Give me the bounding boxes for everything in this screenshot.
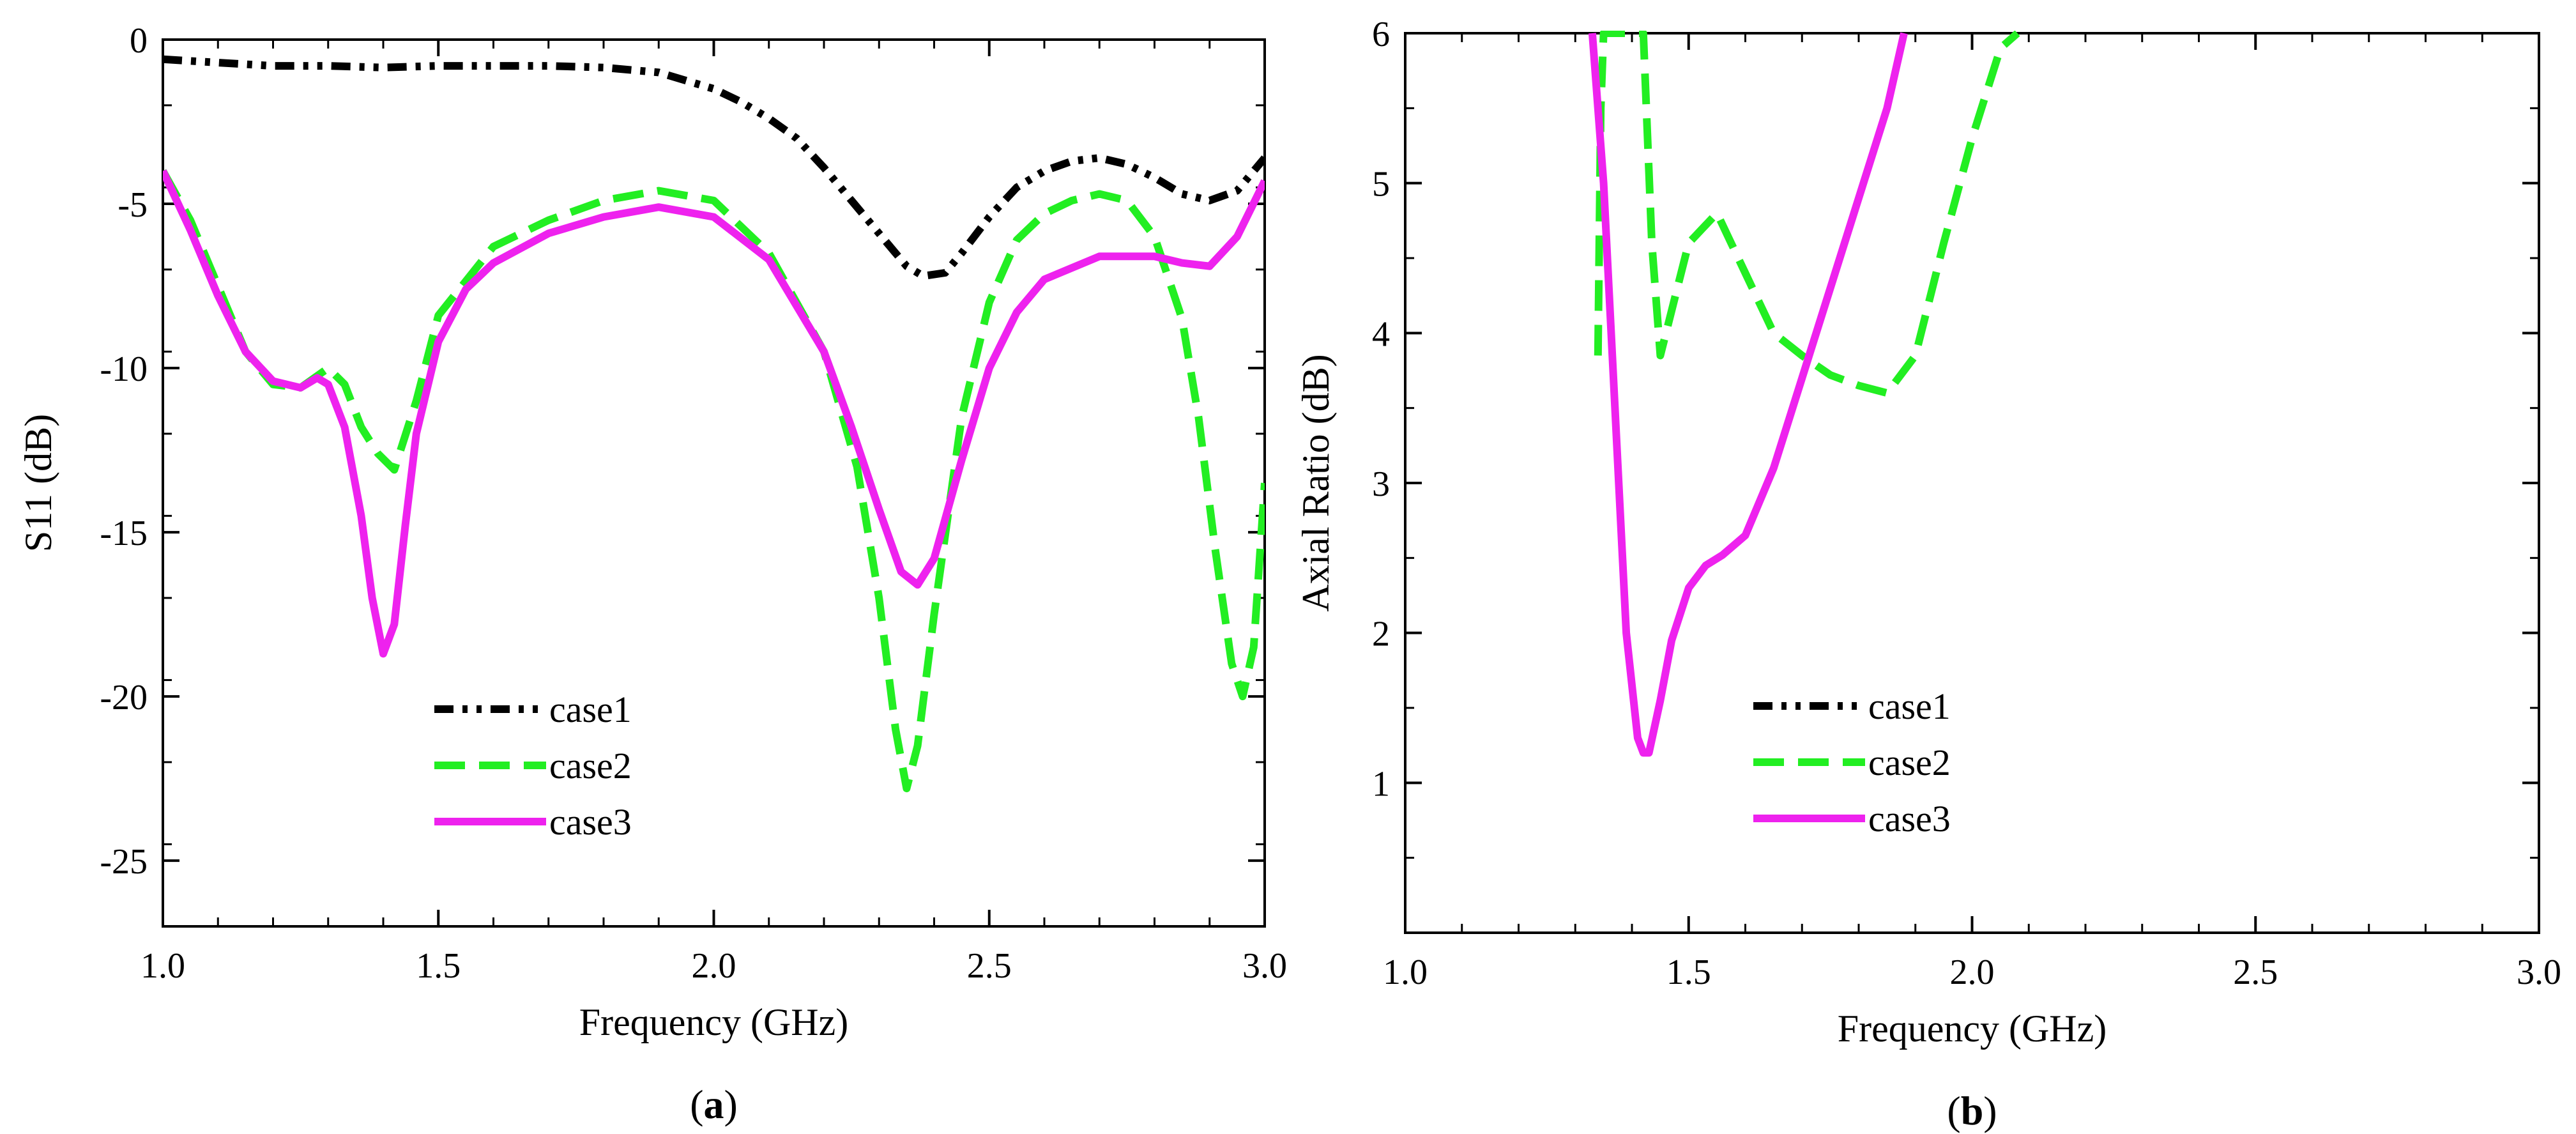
x-tick-label: 3.0 <box>1242 946 1287 986</box>
x-tick-label: 1.0 <box>141 946 185 986</box>
y-axis-title: Axial Ratio (dB) <box>1295 354 1337 611</box>
x-tick-label: 3.0 <box>2517 953 2561 992</box>
legend-label-case3: case3 <box>549 801 632 843</box>
x-tick-label: 2.5 <box>2233 953 2278 992</box>
y-tick-label: -20 <box>100 678 148 717</box>
series-line-case2 <box>1594 31 2020 397</box>
y-tick-label: 6 <box>1372 15 1390 54</box>
y-tick-label: 3 <box>1372 464 1390 504</box>
y-tick-label: -15 <box>100 514 148 553</box>
y-tick-label: 4 <box>1372 314 1390 354</box>
y-tick-label: 1 <box>1372 764 1390 804</box>
panel-label: (b) <box>1947 1088 1997 1133</box>
series-line-case3 <box>163 169 1265 658</box>
series-line-case1 <box>163 55 1265 280</box>
panel-b: 1.0 1.5 2.0 2.5 3.0 1 2 3 4 5 6 Frequency (GHz) Axia… <box>1295 15 2561 1133</box>
legend-label-case2: case2 <box>1868 742 1951 783</box>
legend-label-case1: case1 <box>1868 686 1951 727</box>
y-tick-label: 2 <box>1372 615 1390 654</box>
y-axis-title: S11 (dB) <box>17 414 59 552</box>
y-tick-label: -5 <box>118 185 148 225</box>
panel-label: (a) <box>690 1082 738 1127</box>
x-tick-label: 1.5 <box>1666 953 1711 992</box>
y-tick-label: 0 <box>130 21 148 61</box>
x-axis-title: Frequency (GHz) <box>1838 1008 2107 1050</box>
plot-frame <box>1404 32 2540 934</box>
x-tick-label: 2.5 <box>967 946 1012 986</box>
plot-frame <box>162 38 1266 928</box>
y-tick-label: -25 <box>100 842 148 882</box>
x-tick-label: 1.5 <box>416 946 461 986</box>
legend-label-case2: case2 <box>549 745 632 786</box>
legend-label-case1: case1 <box>549 689 632 730</box>
x-tick-label: 2.0 <box>692 946 736 986</box>
series-line-case3 <box>1588 32 1908 757</box>
x-tick-label: 1.0 <box>1383 953 1428 992</box>
y-tick-label: 5 <box>1372 165 1390 204</box>
y-tick-label: -10 <box>100 349 148 389</box>
x-axis-title: Frequency (GHz) <box>579 1001 849 1043</box>
panel-a: 1.0 1.5 2.0 2.5 3.0 0 -5 -10 -15 -20 -25 Frequency … <box>17 21 1287 1127</box>
series-line-case2 <box>163 169 1265 793</box>
legend-label-case3: case3 <box>1868 798 1951 839</box>
x-tick-label: 2.0 <box>1950 953 1995 992</box>
